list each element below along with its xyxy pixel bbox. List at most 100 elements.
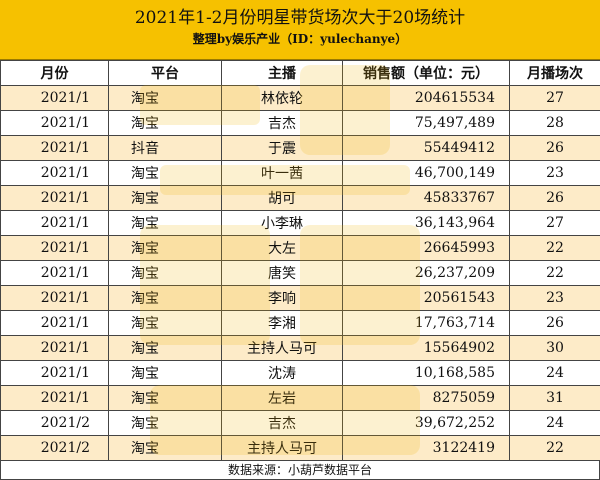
data-source-footer: 数据来源：小葫芦数据平台 [0, 461, 600, 480]
host-cell: 唐笑 [222, 261, 343, 286]
host-cell: 叶一茜 [222, 161, 343, 186]
month-cell: 2021/1 [1, 136, 109, 161]
platform-cell: 淘宝 [109, 386, 222, 411]
count-cell: 27 [510, 86, 600, 111]
month-cell: 2021/1 [1, 311, 109, 336]
host-cell: 沈涛 [222, 361, 343, 386]
month-cell: 2021/2 [1, 436, 109, 461]
page-subtitle: 整理by娱乐产业（ID：yulechanye） [0, 29, 600, 49]
sales-cell: 26645993 [343, 236, 510, 261]
platform-cell: 淘宝 [109, 161, 222, 186]
host-cell: 小李琳 [222, 211, 343, 236]
month-cell: 2021/1 [1, 361, 109, 386]
sales-cell: 17,763,714 [343, 311, 510, 336]
column-header-count: 月播场次 [510, 61, 600, 86]
count-cell: 26 [510, 311, 600, 336]
sales-cell: 8275059 [343, 386, 510, 411]
count-cell: 28 [510, 111, 600, 136]
sales-cell: 36,143,964 [343, 211, 510, 236]
count-cell: 26 [510, 136, 600, 161]
month-cell: 2021/1 [1, 336, 109, 361]
host-cell: 胡可 [222, 186, 343, 211]
count-cell: 26 [510, 186, 600, 211]
platform-cell: 淘宝 [109, 211, 222, 236]
month-cell: 2021/2 [1, 411, 109, 436]
table-header-row: 月份 平台 主播 销售额（单位：元） 月播场次 [1, 61, 600, 86]
count-cell: 22 [510, 236, 600, 261]
sales-cell: 10,168,585 [343, 361, 510, 386]
count-cell: 23 [510, 161, 600, 186]
platform-cell: 抖音 [109, 136, 222, 161]
host-cell: 主持人马可 [222, 436, 343, 461]
month-cell: 2021/1 [1, 111, 109, 136]
host-cell: 李响 [222, 286, 343, 311]
host-cell: 主持人马可 [222, 336, 343, 361]
month-cell: 2021/1 [1, 236, 109, 261]
platform-cell: 淘宝 [109, 336, 222, 361]
month-cell: 2021/1 [1, 186, 109, 211]
platform-cell: 淘宝 [109, 411, 222, 436]
title-bar: 2021年1-2月份明星带货场次大于20场统计 整理by娱乐产业（ID：yule… [0, 0, 600, 60]
page-title: 2021年1-2月份明星带货场次大于20场统计 [0, 7, 600, 29]
count-cell: 27 [510, 211, 600, 236]
platform-cell: 淘宝 [109, 186, 222, 211]
sales-cell: 20561543 [343, 286, 510, 311]
sales-cell: 45833767 [343, 186, 510, 211]
column-header-sales: 销售额（单位：元） [343, 61, 510, 86]
platform-cell: 淘宝 [109, 261, 222, 286]
sales-cell: 46,700,149 [343, 161, 510, 186]
platform-cell: 淘宝 [109, 361, 222, 386]
month-cell: 2021/1 [1, 286, 109, 311]
column-header-host: 主播 [222, 61, 343, 86]
host-cell: 于震 [222, 136, 343, 161]
sales-cell: 15564902 [343, 336, 510, 361]
count-cell: 30 [510, 336, 600, 361]
column-header-platform: 平台 [109, 61, 222, 86]
platform-cell: 淘宝 [109, 311, 222, 336]
sales-cell: 3122419 [343, 436, 510, 461]
sales-cell: 26,237,209 [343, 261, 510, 286]
count-cell: 31 [510, 386, 600, 411]
column-header-month: 月份 [1, 61, 109, 86]
month-cell: 2021/1 [1, 86, 109, 111]
platform-cell: 淘宝 [109, 86, 222, 111]
platform-cell: 淘宝 [109, 286, 222, 311]
sales-cell: 204615534 [343, 86, 510, 111]
platform-cell: 淘宝 [109, 436, 222, 461]
count-cell: 23 [510, 286, 600, 311]
month-cell: 2021/1 [1, 161, 109, 186]
host-cell: 林依轮 [222, 86, 343, 111]
sales-cell: 39,672,252 [343, 411, 510, 436]
host-cell: 大左 [222, 236, 343, 261]
count-cell: 22 [510, 261, 600, 286]
month-cell: 2021/1 [1, 386, 109, 411]
sales-cell: 55449412 [343, 136, 510, 161]
month-cell: 2021/1 [1, 261, 109, 286]
host-cell: 李湘 [222, 311, 343, 336]
month-cell: 2021/1 [1, 211, 109, 236]
count-cell: 24 [510, 411, 600, 436]
platform-cell: 淘宝 [109, 236, 222, 261]
count-cell: 22 [510, 436, 600, 461]
host-cell: 吉杰 [222, 111, 343, 136]
platform-cell: 淘宝 [109, 111, 222, 136]
host-cell: 左岩 [222, 386, 343, 411]
